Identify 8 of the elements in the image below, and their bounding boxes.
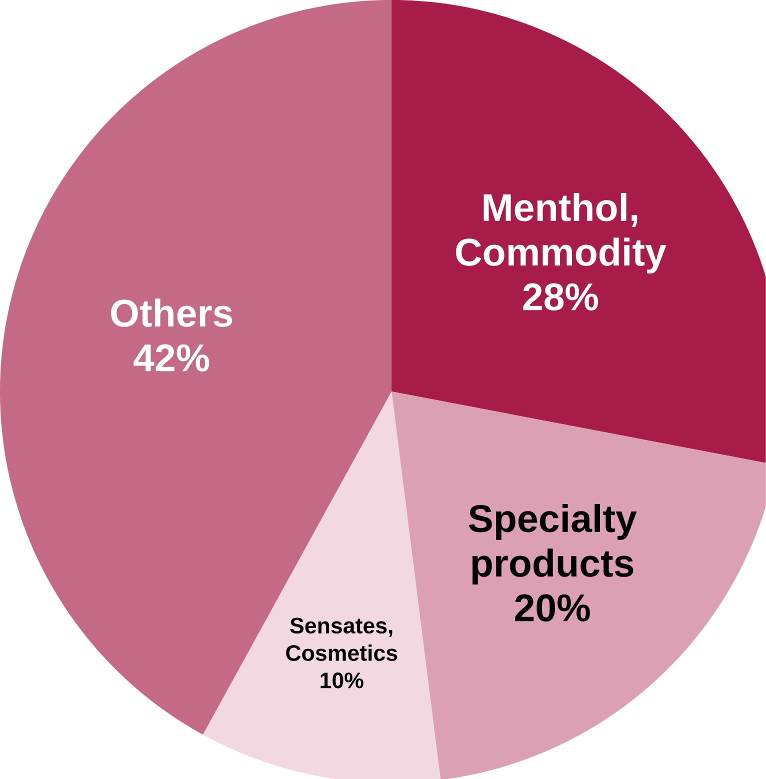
slice-label: Specialty products: [468, 504, 637, 585]
slice-label: Sensates, Cosmetics: [286, 618, 398, 661]
data-label: 42%: [134, 344, 210, 372]
slice-label: Menthol, Commodity: [456, 192, 666, 274]
data-label: 20%: [515, 594, 590, 622]
slice-label: Others: [111, 298, 232, 327]
data-label: 10%: [320, 672, 364, 688]
data-label: 28%: [523, 283, 598, 311]
